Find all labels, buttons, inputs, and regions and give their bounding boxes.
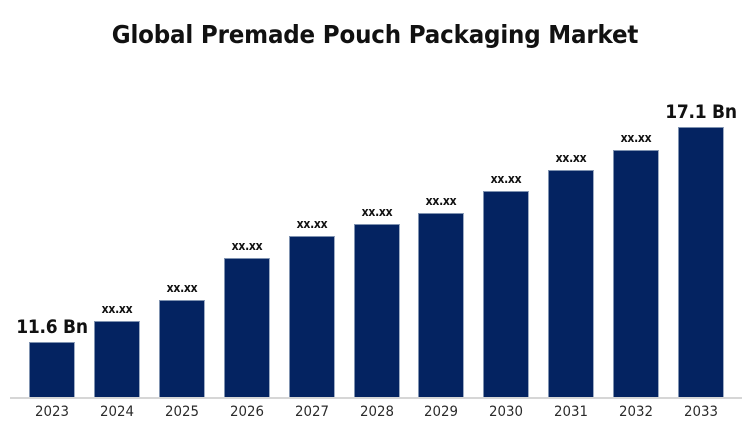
bar[interactable] <box>613 150 660 398</box>
x-axis-tick-label: 2031 <box>554 404 589 420</box>
bar-value-label: 17.1 Bn <box>665 101 737 123</box>
chart-title: Global Premade Pouch Packaging Market <box>111 20 639 49</box>
bar-value-label: xx.xx <box>361 205 392 219</box>
x-axis-tick-label: 2024 <box>99 404 134 420</box>
x-axis-tick-label: 2029 <box>424 404 459 420</box>
bar-value-label: xx.xx <box>231 239 263 253</box>
x-axis-tick-label: 2026 <box>229 404 264 420</box>
x-axis-tick-label: 2023 <box>35 404 69 420</box>
x-axis-tick-label: 2025 <box>164 404 199 420</box>
bar-value-label: 11.6 Bn <box>16 316 88 338</box>
bar[interactable] <box>353 224 400 398</box>
bar[interactable] <box>548 170 595 398</box>
bar[interactable] <box>29 342 75 398</box>
x-axis-tick-label: 2032 <box>619 404 654 420</box>
x-axis-tick-labels: 2023 2024 2025 2026 2027 2028 2029 2030 2031 2032… <box>0 402 750 432</box>
plot-area: 11.6 Bn xx.xx xx.xx xx.xx xx.xx xx.xx xx.xx xx.… <box>16 101 737 398</box>
bar[interactable] <box>483 191 530 398</box>
x-axis-tick-label: 2030 <box>489 404 524 420</box>
bar[interactable] <box>678 127 724 398</box>
bar[interactable] <box>418 213 465 398</box>
bar-value-label: xx.xx <box>555 151 587 165</box>
bar[interactable] <box>288 236 335 398</box>
bar[interactable] <box>223 258 270 398</box>
bar-value-label: xx.xx <box>490 172 522 186</box>
x-axis-tick-label: 2027 <box>294 404 329 420</box>
bar-value-label: xx.xx <box>101 302 133 316</box>
x-axis-tick-label: 2033 <box>684 404 718 420</box>
x-axis-tick-label: 2028 <box>359 404 394 420</box>
bar-value-label: xx.xx <box>296 217 327 231</box>
bar[interactable] <box>93 321 140 398</box>
bar-value-label: xx.xx <box>166 281 198 295</box>
bar[interactable] <box>158 300 205 398</box>
x-axis-line <box>10 397 742 399</box>
bar-value-label: xx.xx <box>426 194 457 208</box>
bar-value-label: xx.xx <box>620 131 652 145</box>
